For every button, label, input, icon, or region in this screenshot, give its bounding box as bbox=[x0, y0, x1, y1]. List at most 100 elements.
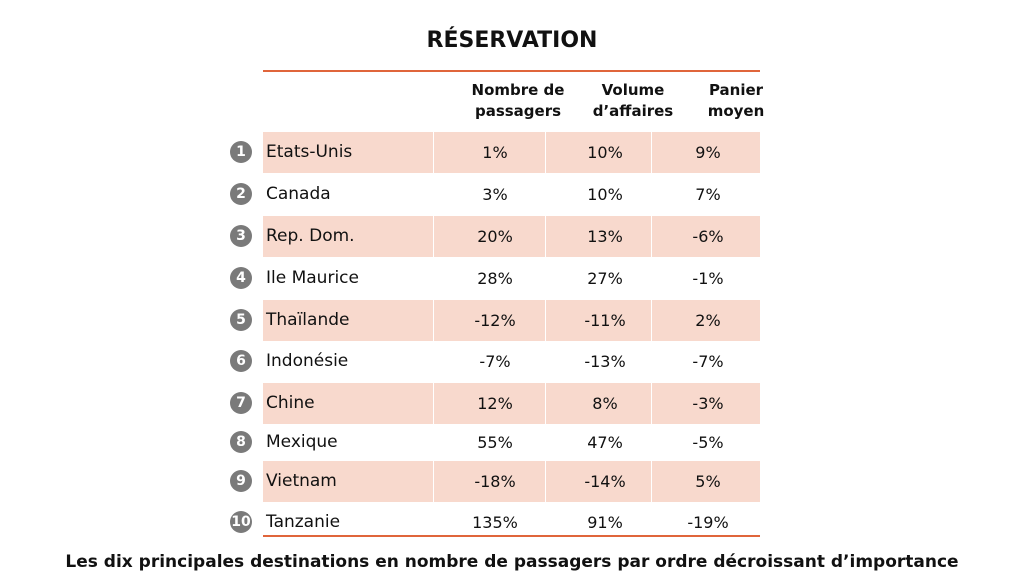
cell-divider bbox=[433, 383, 434, 424]
row-background bbox=[263, 132, 760, 173]
row-background bbox=[263, 341, 760, 382]
cell-divider bbox=[433, 461, 434, 502]
cell-basket: -7% bbox=[692, 352, 724, 371]
cell-divider bbox=[651, 300, 652, 341]
cell-basket: 7% bbox=[695, 185, 721, 204]
cell-passengers: 55% bbox=[477, 433, 513, 452]
header-passengers-line2: passagers bbox=[474, 102, 562, 120]
country-name: Chine bbox=[266, 393, 315, 413]
row-background bbox=[263, 300, 760, 341]
row-background bbox=[263, 502, 760, 543]
cell-divider bbox=[545, 258, 546, 299]
cell-divider bbox=[545, 174, 546, 215]
cell-passengers: 135% bbox=[472, 513, 518, 532]
table-row: 4 Ile Maurice 28% 27% -1% bbox=[230, 258, 760, 299]
table-row: 3 Rep. Dom. 20% 13% -6% bbox=[230, 216, 760, 257]
header-basket-line2: moyen bbox=[707, 102, 765, 120]
cell-divider bbox=[433, 258, 434, 299]
table-row: 7 Chine 12% 8% -3% bbox=[230, 383, 760, 424]
cell-divider bbox=[433, 132, 434, 173]
rank-badge: 2 bbox=[230, 183, 252, 205]
header-passengers: Nombre de passagers bbox=[458, 80, 578, 122]
table-header: Nombre de passagers Volume d’affaires Pa… bbox=[263, 72, 765, 127]
cell-volume: 91% bbox=[587, 513, 623, 532]
row-background bbox=[263, 216, 760, 257]
table-row: 9 Vietnam -18% -14% 5% bbox=[230, 461, 760, 502]
cell-divider bbox=[651, 216, 652, 257]
cell-divider bbox=[651, 502, 652, 543]
country-name: Thaïlande bbox=[266, 310, 350, 330]
cell-divider bbox=[433, 174, 434, 215]
country-name: Vietnam bbox=[266, 471, 337, 491]
table-row: 2 Canada 3% 10% 7% bbox=[230, 174, 760, 215]
cell-divider bbox=[433, 216, 434, 257]
row-background bbox=[263, 461, 760, 502]
table-row: 1 Etats-Unis 1% 10% 9% bbox=[230, 132, 760, 173]
cell-basket: -5% bbox=[692, 433, 724, 452]
cell-divider bbox=[651, 461, 652, 502]
country-name: Indonésie bbox=[266, 351, 349, 371]
cell-basket: -6% bbox=[692, 227, 724, 246]
cell-volume: -14% bbox=[584, 472, 626, 491]
rank-badge: 4 bbox=[230, 267, 252, 289]
rank-badge: 7 bbox=[230, 392, 252, 414]
cell-volume: -13% bbox=[584, 352, 626, 371]
row-background bbox=[263, 383, 760, 424]
cell-divider bbox=[545, 422, 546, 463]
rank-badge: 1 bbox=[230, 141, 252, 163]
country-name: Mexique bbox=[266, 432, 338, 452]
country-name: Rep. Dom. bbox=[266, 226, 355, 246]
cell-divider bbox=[433, 341, 434, 382]
cell-basket: 2% bbox=[695, 311, 721, 330]
table-row: 5 Thaïlande -12% -11% 2% bbox=[230, 300, 760, 341]
cell-divider bbox=[651, 258, 652, 299]
cell-passengers: 20% bbox=[477, 227, 513, 246]
cell-divider bbox=[545, 383, 546, 424]
rank-badge: 10 bbox=[230, 511, 252, 533]
cell-volume: -11% bbox=[584, 311, 626, 330]
cell-divider bbox=[433, 300, 434, 341]
row-background bbox=[263, 258, 760, 299]
row-background bbox=[263, 174, 760, 215]
country-name: Ile Maurice bbox=[266, 268, 359, 288]
cell-volume: 13% bbox=[587, 227, 623, 246]
cell-divider bbox=[651, 132, 652, 173]
cell-basket: -19% bbox=[687, 513, 729, 532]
cell-basket: -3% bbox=[692, 394, 724, 413]
cell-divider bbox=[651, 174, 652, 215]
cell-divider bbox=[651, 422, 652, 463]
cell-divider bbox=[545, 216, 546, 257]
country-name: Canada bbox=[266, 184, 331, 204]
cell-divider bbox=[545, 461, 546, 502]
header-volume-line1: Volume bbox=[601, 81, 665, 99]
table-row: 8 Mexique 55% 47% -5% bbox=[230, 422, 760, 463]
cell-basket: -1% bbox=[692, 269, 724, 288]
rank-badge: 6 bbox=[230, 350, 252, 372]
cell-passengers: -7% bbox=[479, 352, 511, 371]
header-volume: Volume d’affaires bbox=[573, 80, 693, 122]
table-bottom-rule bbox=[263, 535, 760, 537]
cell-volume: 8% bbox=[592, 394, 618, 413]
rank-badge: 5 bbox=[230, 309, 252, 331]
table-row: 10 Tanzanie 135% 91% -19% bbox=[230, 502, 760, 543]
cell-passengers: 1% bbox=[482, 143, 508, 162]
cell-divider bbox=[545, 502, 546, 543]
cell-volume: 10% bbox=[587, 185, 623, 204]
country-name: Etats-Unis bbox=[266, 142, 353, 162]
cell-volume: 10% bbox=[587, 143, 623, 162]
header-basket-line1: Panier bbox=[708, 81, 764, 99]
country-name: Tanzanie bbox=[266, 512, 341, 532]
cell-passengers: 12% bbox=[477, 394, 513, 413]
cell-divider bbox=[545, 300, 546, 341]
cell-passengers: 28% bbox=[477, 269, 513, 288]
table-top-rule bbox=[263, 70, 760, 72]
cell-basket: 5% bbox=[695, 472, 721, 491]
header-volume-line2: d’affaires bbox=[592, 102, 674, 120]
rank-badge: 9 bbox=[230, 470, 252, 492]
table-caption: Les dix principales destinations en nomb… bbox=[65, 552, 959, 572]
cell-basket: 9% bbox=[695, 143, 721, 162]
cell-divider bbox=[433, 502, 434, 543]
cell-volume: 47% bbox=[587, 433, 623, 452]
cell-divider bbox=[545, 132, 546, 173]
header-passengers-line1: Nombre de bbox=[471, 81, 565, 99]
